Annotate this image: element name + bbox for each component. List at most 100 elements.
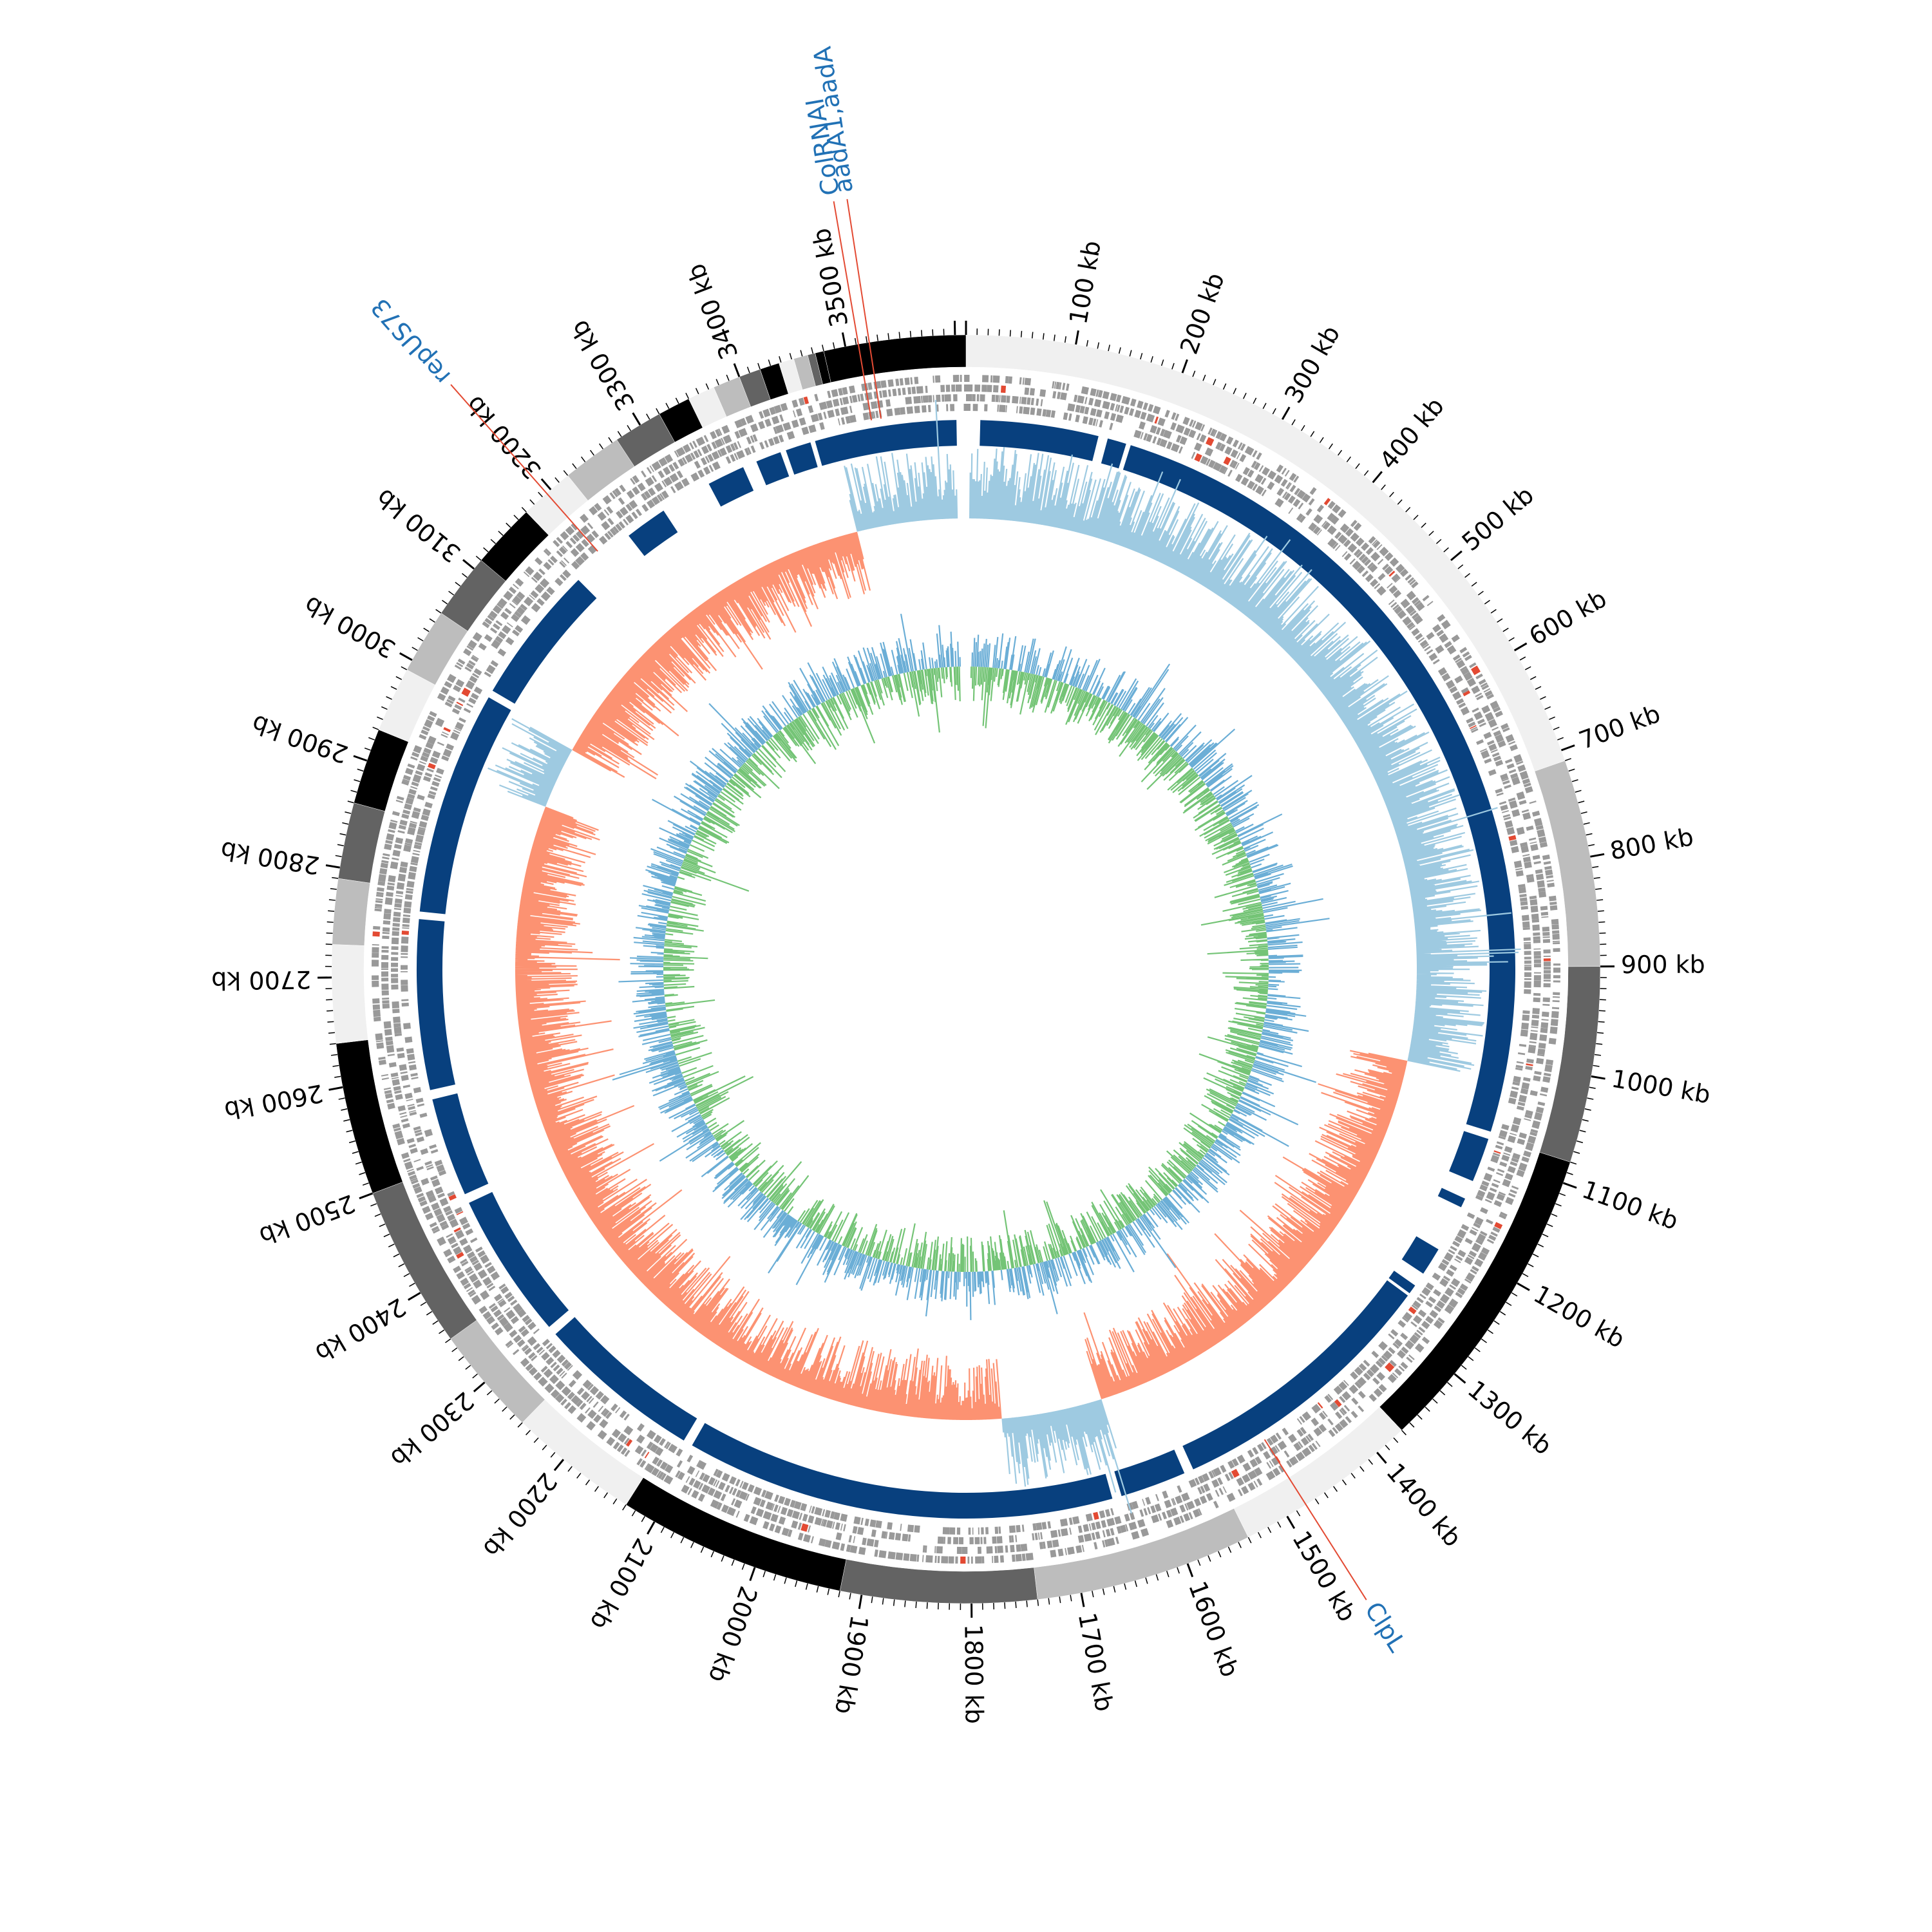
- gene-feature: [527, 1336, 537, 1347]
- gene-feature: [697, 449, 703, 457]
- scale-tick: [746, 366, 750, 374]
- gene-feature: [1321, 520, 1327, 527]
- gene-feature: [511, 600, 518, 606]
- gene-feature: [1530, 844, 1539, 851]
- gene-feature: [721, 437, 725, 445]
- gene-feature: [425, 742, 434, 750]
- gene-feature: [1503, 817, 1511, 820]
- gene-feature: [1140, 431, 1144, 439]
- gene-feature: [513, 1303, 523, 1313]
- gene-feature: [497, 1314, 505, 1321]
- gene-feature: [1162, 1490, 1169, 1499]
- gene-feature: [641, 504, 649, 512]
- gene-feature: [618, 497, 625, 506]
- gene-feature: [664, 454, 674, 464]
- gene-feature: [1327, 513, 1335, 521]
- gene-feature: [849, 385, 856, 393]
- gene-feature: [1510, 773, 1519, 779]
- gene-feature: [699, 1472, 705, 1481]
- gene-feature: [412, 752, 420, 758]
- scale-tick: [1490, 609, 1497, 614]
- gene-feature: [1455, 658, 1462, 663]
- gene-feature: [1102, 1540, 1106, 1548]
- scale-tick: [390, 686, 397, 690]
- gene-feature: [1510, 1161, 1518, 1167]
- gene-feature: [967, 1556, 970, 1564]
- gene-feature: [392, 1009, 400, 1014]
- gene-feature: [1526, 1063, 1533, 1066]
- gene-feature: [1338, 1381, 1348, 1391]
- gene-feature: [1339, 1396, 1346, 1403]
- scale-tick: [1286, 1515, 1296, 1530]
- gene-feature: [956, 1527, 961, 1535]
- gene-feature: [489, 627, 498, 634]
- gene-feature: [1524, 960, 1531, 964]
- gene-feature: [651, 475, 658, 482]
- gene-feature: [1449, 1264, 1457, 1271]
- gene-feature: [1542, 1076, 1551, 1083]
- gene-feature: [1110, 1508, 1114, 1516]
- gene-feature: [441, 755, 450, 762]
- gene-feature: [394, 903, 402, 908]
- gene-feature: [492, 605, 502, 614]
- gene-feature: [1293, 1442, 1302, 1452]
- scale-tick: [1425, 1406, 1430, 1412]
- gene-feature: [471, 1260, 479, 1265]
- scale-tick: [1243, 392, 1247, 399]
- scale-tick: [1413, 515, 1419, 520]
- gene-feature: [1218, 1488, 1224, 1495]
- gene-feature: [431, 1179, 440, 1188]
- gene-feature: [1446, 1269, 1455, 1277]
- gene-feature: [1137, 400, 1144, 409]
- gene-feature: [735, 1510, 740, 1518]
- gene-feature: [401, 971, 408, 972]
- gene-feature: [398, 824, 406, 830]
- gene-feature: [991, 394, 996, 402]
- gene-feature: [1439, 1278, 1449, 1287]
- gene-feature: [385, 1040, 393, 1046]
- scale-tick: [690, 1542, 694, 1548]
- gene-feature: [1139, 421, 1146, 430]
- gene-feature: [1101, 1520, 1107, 1528]
- gene-feature: [1198, 1475, 1205, 1484]
- gene-feature: [654, 482, 663, 492]
- gene-feature: [1343, 553, 1352, 561]
- gene-feature: [963, 404, 966, 412]
- gene-feature: [571, 1395, 581, 1405]
- gene-feature: [835, 408, 840, 417]
- blast-hit-block: [692, 1423, 1113, 1519]
- tick-label: 3300 kb: [565, 316, 640, 416]
- gene-feature: [386, 891, 393, 897]
- gene-feature: [1376, 1372, 1386, 1381]
- gene-feature: [473, 686, 483, 695]
- gene-feature: [436, 1164, 445, 1173]
- tick-label: 3200 kb: [460, 390, 547, 484]
- gene-feature: [750, 1506, 757, 1515]
- gene-feature: [381, 954, 389, 960]
- gene-feature: [1455, 1292, 1463, 1298]
- gene-feature: [382, 856, 390, 860]
- gene-feature: [1496, 1141, 1504, 1146]
- scale-tick: [1070, 1595, 1072, 1602]
- gene-feature: [407, 1054, 415, 1061]
- gene-feature: [394, 1130, 404, 1140]
- gene-feature: [716, 1502, 723, 1510]
- gene-feature: [453, 1227, 461, 1233]
- gene-feature: [426, 1166, 434, 1171]
- gene-feature: [620, 1447, 628, 1455]
- gene-feature: [808, 1525, 811, 1533]
- gene-feature: [1543, 961, 1551, 967]
- gene-feature: [426, 1164, 433, 1168]
- gene-feature: [1454, 675, 1463, 684]
- scale-tick: [1587, 1097, 1594, 1100]
- contig-segment: [331, 944, 368, 1044]
- gene-feature: [1523, 1150, 1531, 1158]
- scale-tick: [1530, 676, 1537, 680]
- scale-tick: [357, 768, 364, 772]
- gene-feature: [1533, 955, 1541, 959]
- gene-feature: [468, 697, 477, 705]
- gene-feature: [1538, 891, 1547, 898]
- gene-feature: [1025, 1553, 1034, 1561]
- scale-tick: [1560, 744, 1575, 752]
- gene-feature: [1391, 573, 1400, 582]
